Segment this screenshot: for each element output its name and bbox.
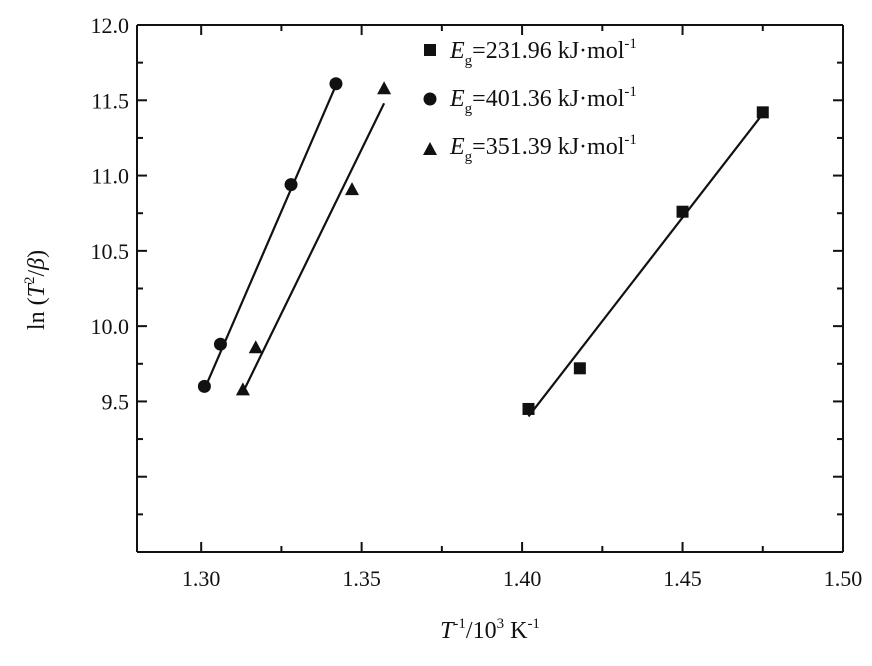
data-point-circle bbox=[329, 77, 343, 91]
y-tick-label: 11.0 bbox=[91, 164, 129, 189]
data-point-square bbox=[522, 402, 535, 415]
legend: Eg=231.96 kJ·mol-1 Eg=401.36 kJ·mol-1 Eg… bbox=[423, 36, 637, 165]
y-tick-label: 12.0 bbox=[91, 13, 130, 38]
x-axis-title: T-1/103 K-1 bbox=[440, 616, 540, 644]
data-point-circle bbox=[284, 178, 298, 192]
data-point-square bbox=[573, 362, 586, 375]
y-tick-label: 10.5 bbox=[91, 239, 130, 264]
data-point-square bbox=[676, 205, 689, 218]
x-tick-label: 1.50 bbox=[824, 566, 863, 591]
x-tick-label: 1.35 bbox=[342, 566, 381, 591]
data-point-triangle bbox=[345, 182, 360, 196]
fit-line-square bbox=[527, 113, 764, 418]
data-point-triangle bbox=[235, 382, 250, 396]
legend-label-2: Eg=351.39 kJ·mol-1 bbox=[449, 132, 637, 165]
x-tick-label: 1.40 bbox=[503, 566, 542, 591]
data-point-triangle bbox=[377, 81, 392, 95]
data-point-circle bbox=[213, 337, 227, 351]
axes bbox=[136, 24, 844, 553]
legend-marker-triangle bbox=[423, 142, 437, 155]
fit-lines bbox=[203, 84, 764, 418]
legend-marker-square bbox=[424, 44, 436, 56]
y-tick-label: 10.0 bbox=[91, 314, 130, 339]
tick-labels: 1.30 1.35 1.40 1.45 1.50 9.5 10.0 10.5 11.0 11.5 1… bbox=[91, 13, 863, 591]
ticks bbox=[137, 24, 844, 552]
y-tick-label: 11.5 bbox=[91, 88, 129, 113]
x-tick-label: 1.45 bbox=[663, 566, 702, 591]
y-axis-title: ln (T2/β) bbox=[22, 250, 50, 330]
data-point-triangle bbox=[248, 340, 263, 354]
x-tick-label: 1.30 bbox=[182, 566, 221, 591]
legend-label-1: Eg=401.36 kJ·mol-1 bbox=[449, 84, 637, 117]
data-point-circle bbox=[197, 379, 211, 393]
data-points bbox=[197, 77, 769, 415]
fit-line-circle bbox=[203, 84, 337, 390]
fit-line-triangle bbox=[241, 102, 386, 393]
legend-marker-circle bbox=[423, 92, 437, 106]
legend-label-0: Eg=231.96 kJ·mol-1 bbox=[449, 36, 637, 69]
y-tick-label: 9.5 bbox=[102, 389, 130, 414]
data-point-square bbox=[756, 106, 769, 119]
